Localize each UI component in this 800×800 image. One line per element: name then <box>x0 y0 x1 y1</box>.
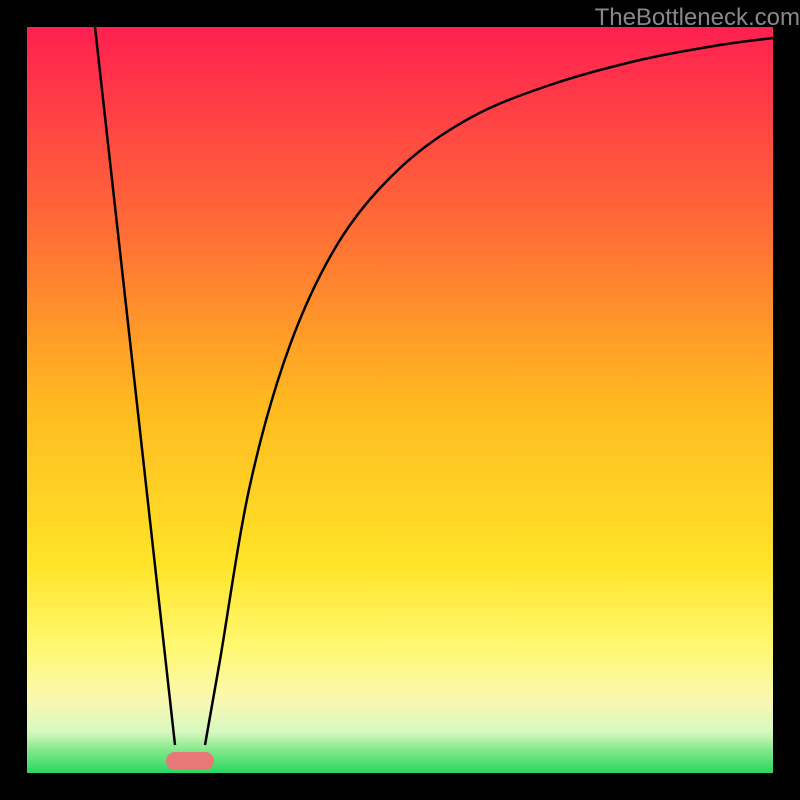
chart-svg <box>0 0 800 800</box>
chart-background <box>27 27 773 773</box>
watermark-text: TheBottleneck.com <box>595 4 800 32</box>
bottleneck-marker <box>166 752 214 770</box>
bottleneck-chart: TheBottleneck.com <box>0 0 800 800</box>
